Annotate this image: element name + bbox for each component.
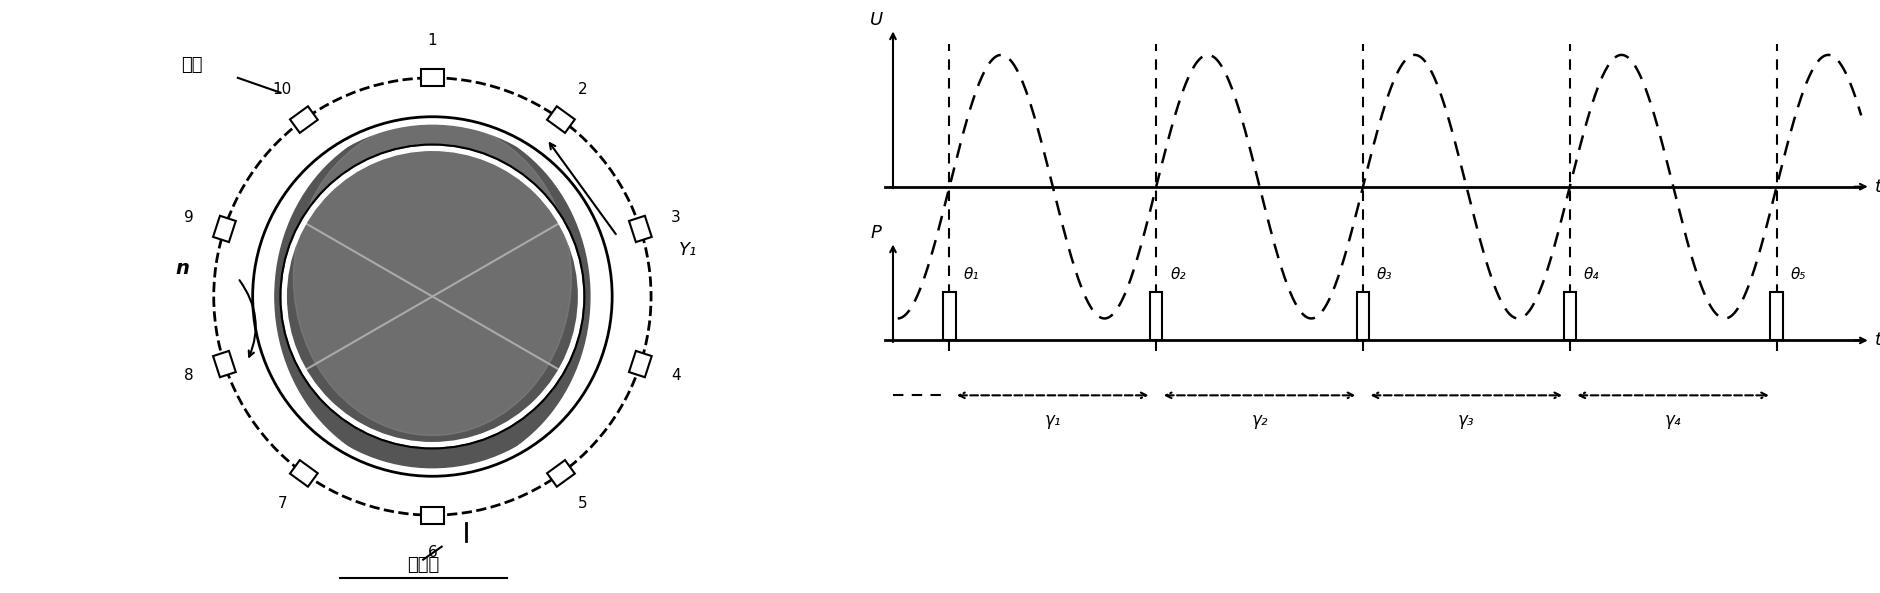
Text: 传感器: 传感器	[406, 556, 440, 574]
Bar	[630, 216, 652, 242]
Ellipse shape	[293, 120, 572, 435]
Text: n: n	[175, 259, 190, 278]
Text: P: P	[870, 224, 882, 241]
Bar	[1357, 292, 1369, 340]
Ellipse shape	[274, 120, 590, 473]
Text: θ₁: θ₁	[964, 267, 979, 282]
Text: 3: 3	[671, 210, 681, 225]
Text: 9: 9	[184, 210, 194, 225]
Bar	[290, 106, 318, 133]
Text: γ₄: γ₄	[1666, 411, 1681, 429]
Bar	[290, 460, 318, 487]
Text: 7: 7	[276, 496, 288, 511]
Bar	[547, 106, 575, 133]
Circle shape	[261, 126, 603, 467]
Text: t: t	[1874, 178, 1880, 196]
Bar	[1151, 292, 1162, 340]
Text: θ₃: θ₃	[1376, 267, 1393, 282]
Text: 10: 10	[273, 82, 291, 97]
Bar	[1771, 292, 1782, 340]
Bar	[944, 292, 955, 340]
Bar	[421, 69, 444, 86]
Text: U: U	[870, 11, 882, 28]
Bar	[1564, 292, 1575, 340]
Bar	[421, 507, 444, 524]
Text: γ₃: γ₃	[1459, 411, 1474, 429]
Text: Y₁: Y₁	[679, 241, 697, 259]
Text: 5: 5	[577, 496, 588, 511]
Text: 6: 6	[427, 545, 438, 560]
Text: 1: 1	[427, 33, 438, 48]
Text: 8: 8	[184, 368, 194, 383]
Bar	[630, 351, 652, 377]
Text: γ₁: γ₁	[1045, 411, 1060, 429]
Text: θ₅: θ₅	[1790, 267, 1807, 282]
Text: θ₂: θ₂	[1169, 267, 1186, 282]
Text: 齿轮: 齿轮	[180, 56, 203, 74]
Text: 2: 2	[577, 82, 588, 97]
Bar	[212, 216, 235, 242]
Bar	[212, 351, 235, 377]
Text: θ₄: θ₄	[1583, 267, 1600, 282]
Ellipse shape	[274, 120, 590, 473]
Text: γ₂: γ₂	[1252, 411, 1267, 429]
Text: 4: 4	[671, 368, 681, 383]
Text: t: t	[1874, 331, 1880, 349]
Bar	[547, 460, 575, 487]
